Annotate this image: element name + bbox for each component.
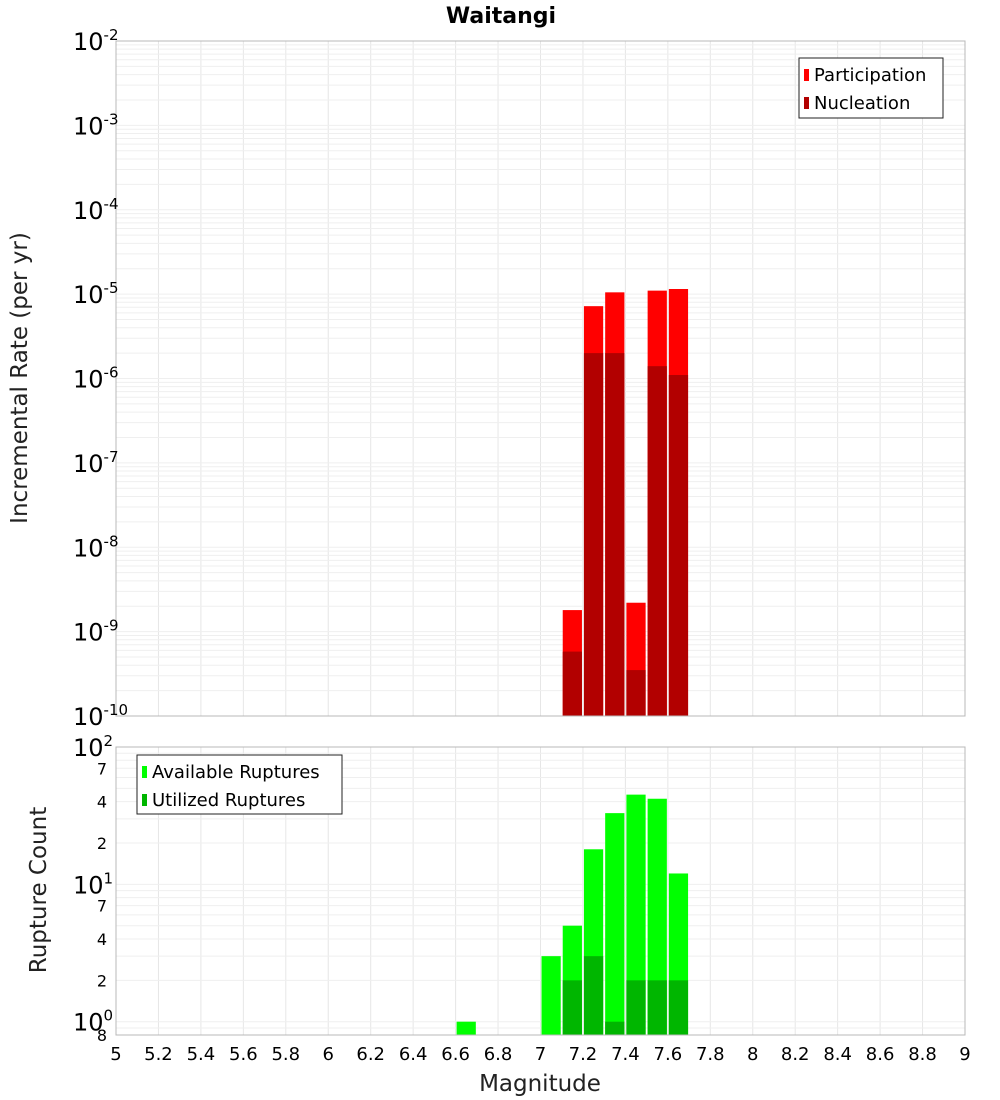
x-tick-label: 5	[110, 1044, 121, 1065]
x-tick-label: 5.2	[144, 1044, 173, 1065]
bar-utilized-ruptures	[562, 980, 582, 1035]
legend-swatch	[804, 97, 809, 109]
x-tick-label: 8.6	[866, 1044, 895, 1065]
bar-available-ruptures	[541, 956, 561, 1035]
bar-available-ruptures	[626, 794, 646, 1035]
y-tick-label: 10-4	[73, 195, 119, 225]
x-tick-label: 8.8	[908, 1044, 937, 1065]
y-tick-label: 10-10	[73, 701, 128, 731]
legend-label: Participation	[814, 65, 926, 86]
y-tick-label: 10-5	[73, 279, 119, 309]
legend-label: Utilized Ruptures	[152, 790, 305, 811]
y-tick-label: 7	[97, 759, 107, 778]
y-tick-label: 10-7	[73, 448, 119, 478]
x-tick-label: 6.4	[399, 1044, 428, 1065]
y-tick-label: 100	[73, 1007, 113, 1037]
top-y-axis-title: Incremental Rate (per yr)	[7, 232, 33, 524]
legend-swatch	[804, 69, 809, 81]
bar-utilized-ruptures	[605, 1021, 625, 1035]
bar-nucleation	[605, 353, 625, 716]
x-tick-label: 5.8	[271, 1044, 300, 1065]
y-tick-label: 10-9	[73, 617, 119, 647]
x-tick-label: 5.4	[187, 1044, 216, 1065]
x-tick-label: 5.6	[229, 1044, 258, 1065]
x-tick-label: 6.2	[356, 1044, 385, 1065]
x-tick-label: 8.2	[781, 1044, 810, 1065]
legend-label: Available Ruptures	[152, 762, 320, 783]
bar-nucleation	[583, 353, 604, 716]
rate-plot: 10-2 10-3 10-4 10-5 10-6 10-7 10-8 10-9 10-10 Par…	[73, 26, 966, 731]
legend-box	[798, 57, 944, 119]
plot-frame	[115, 746, 966, 1036]
legend-label: Nucleation	[814, 93, 910, 114]
y-tick-label: 4	[97, 930, 107, 949]
y-tick-label: 10-2	[73, 26, 119, 56]
x-tick-label: 7	[535, 1044, 546, 1065]
legend-swatch	[142, 794, 147, 806]
bar-nucleation	[668, 375, 689, 716]
x-tick-label: 6.8	[484, 1044, 513, 1065]
y-tick-label: 8	[97, 1026, 107, 1045]
bar-nucleation	[647, 366, 667, 716]
x-tick-label: 7.2	[569, 1044, 598, 1065]
chart-title: Waitangi	[446, 4, 556, 29]
bar-available-ruptures	[456, 1021, 476, 1035]
bar-utilized-ruptures	[647, 980, 667, 1035]
y-tick-label: 4	[97, 793, 107, 812]
y-tick-label: 10-8	[73, 532, 119, 562]
y-tick-label: 101	[73, 869, 113, 899]
y-tick-label: 2	[97, 971, 107, 990]
bar-available-ruptures	[605, 813, 625, 1035]
x-tick-label: 8	[747, 1044, 758, 1065]
x-tick-label: 7.4	[611, 1044, 640, 1065]
bottom-y-axis-title: Rupture Count	[26, 807, 52, 973]
x-tick-label: 7.8	[696, 1044, 725, 1065]
legend-box	[136, 754, 343, 815]
legend-swatch	[142, 766, 147, 778]
y-tick-label: 7	[97, 897, 107, 916]
bar-available-ruptures	[647, 798, 667, 1035]
x-tick-label: 9	[959, 1044, 970, 1065]
bar-nucleation	[562, 651, 582, 716]
x-axis-title: Magnitude	[479, 1071, 601, 1097]
bar-utilized-ruptures	[626, 980, 646, 1035]
bar-utilized-ruptures	[583, 956, 604, 1035]
plot-frame	[115, 40, 966, 717]
y-tick-label: 10-6	[73, 364, 119, 394]
x-tick-label: 6	[323, 1044, 334, 1065]
bar-nucleation	[626, 670, 646, 716]
y-tick-label: 102	[73, 732, 113, 762]
y-tick-label: 10-3	[73, 110, 119, 140]
y-tick-label: 2	[97, 834, 107, 853]
x-tick-label: 8.4	[823, 1044, 852, 1065]
x-tick-label: 7.6	[654, 1044, 683, 1065]
bar-utilized-ruptures	[668, 980, 689, 1035]
x-tick-label: 6.6	[441, 1044, 470, 1065]
